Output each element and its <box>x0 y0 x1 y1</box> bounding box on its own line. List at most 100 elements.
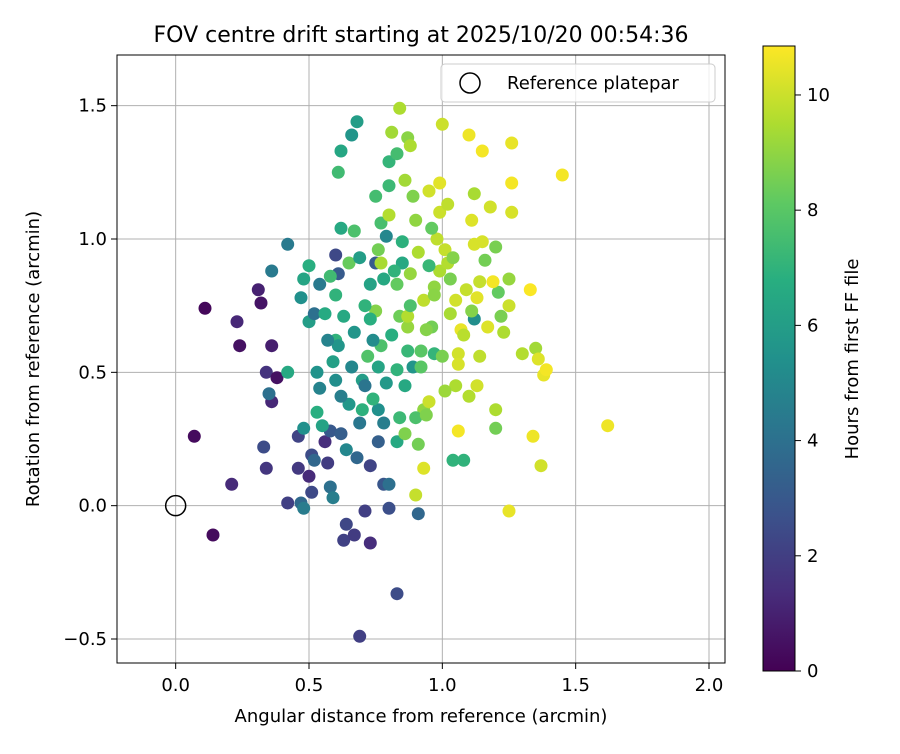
data-point <box>457 453 471 467</box>
x-axis-label: Angular distance from reference (arcmin) <box>235 706 608 727</box>
data-point <box>377 272 391 286</box>
data-point <box>337 309 351 323</box>
data-point <box>334 144 348 158</box>
colorbar-ticks: 0 2 4 6 8 10 <box>795 85 830 682</box>
colorbar-gradient <box>762 45 796 672</box>
data-point <box>339 517 353 531</box>
data-point <box>441 197 455 211</box>
data-point <box>265 264 279 278</box>
data-point <box>259 365 273 379</box>
data-point <box>331 339 345 353</box>
data-point <box>347 325 361 339</box>
data-point <box>374 256 388 270</box>
data-point <box>334 389 348 403</box>
data-point <box>225 477 239 491</box>
data-point <box>358 299 372 313</box>
data-point <box>470 291 484 305</box>
data-point <box>259 461 273 475</box>
data-point <box>385 328 399 342</box>
data-point <box>435 117 449 131</box>
data-point <box>382 477 396 491</box>
data-point <box>411 245 425 259</box>
data-point <box>422 395 436 409</box>
data-point <box>451 347 465 361</box>
data-point <box>230 315 244 329</box>
data-point <box>281 496 295 510</box>
plot-frame <box>116 54 726 664</box>
data-point <box>483 200 497 214</box>
data-point <box>494 309 508 323</box>
data-point <box>457 328 471 342</box>
data-point <box>339 443 353 457</box>
data-point <box>446 453 460 467</box>
data-point <box>206 528 220 542</box>
data-point <box>433 205 447 219</box>
data-point <box>398 379 412 393</box>
data-point <box>475 235 489 249</box>
data-point <box>438 243 452 257</box>
data-point <box>302 259 316 273</box>
data-point <box>334 427 348 441</box>
data-point <box>382 155 396 169</box>
data-point <box>329 373 343 387</box>
colorbar-tick-label: 0 <box>807 661 818 682</box>
data-point <box>326 491 340 505</box>
x-tick-label: 0.0 <box>161 675 190 696</box>
data-point <box>347 224 361 238</box>
data-point <box>489 403 503 417</box>
x-axis-ticks: 0.0 0.5 1.0 1.5 2.0 <box>161 663 723 696</box>
data-point <box>313 277 327 291</box>
data-point <box>355 403 369 417</box>
data-point <box>419 323 433 337</box>
data-point <box>409 488 423 502</box>
colorbar-tick-label: 8 <box>807 200 818 221</box>
data-point <box>427 288 441 302</box>
colorbar-tick-label: 4 <box>807 431 818 452</box>
data-point <box>251 283 265 297</box>
data-point <box>350 451 364 465</box>
legend-reference-label: Reference platepar <box>507 73 679 94</box>
data-point <box>489 240 503 254</box>
y-axis-ticks: −0.5 0.0 0.5 1.0 1.5 <box>63 96 117 650</box>
legend: Reference platepar <box>440 63 716 103</box>
data-point <box>398 427 412 441</box>
data-point <box>390 147 404 161</box>
data-point <box>265 339 279 353</box>
data-point <box>486 275 500 289</box>
data-point <box>353 251 367 265</box>
data-point <box>361 349 375 363</box>
grid <box>117 55 725 663</box>
data-point <box>297 421 311 435</box>
reference-platepar-marker <box>164 494 187 517</box>
data-point <box>305 485 319 499</box>
data-point <box>187 429 201 443</box>
data-point <box>395 256 409 270</box>
data-point <box>393 101 407 115</box>
data-point <box>601 419 615 433</box>
data-point <box>318 307 332 321</box>
data-point <box>331 165 345 179</box>
data-point <box>491 285 505 299</box>
data-point <box>385 125 399 139</box>
colorbar: 0 2 4 6 8 10 Hours from first FF file <box>762 45 863 682</box>
data-point <box>401 320 415 334</box>
data-point <box>414 360 428 374</box>
colorbar-tick-label: 2 <box>807 546 818 567</box>
data-point <box>555 168 569 182</box>
data-point <box>350 115 364 129</box>
data-point <box>318 435 332 449</box>
data-point <box>366 333 380 347</box>
data-point <box>419 408 433 422</box>
data-point <box>382 179 396 193</box>
data-point <box>390 587 404 601</box>
data-point <box>473 349 487 363</box>
data-point <box>326 355 340 369</box>
data-points <box>187 101 615 643</box>
data-point <box>539 363 553 377</box>
data-point <box>465 304 479 318</box>
data-point <box>449 293 463 307</box>
data-point <box>502 272 516 286</box>
data-point <box>451 424 465 438</box>
